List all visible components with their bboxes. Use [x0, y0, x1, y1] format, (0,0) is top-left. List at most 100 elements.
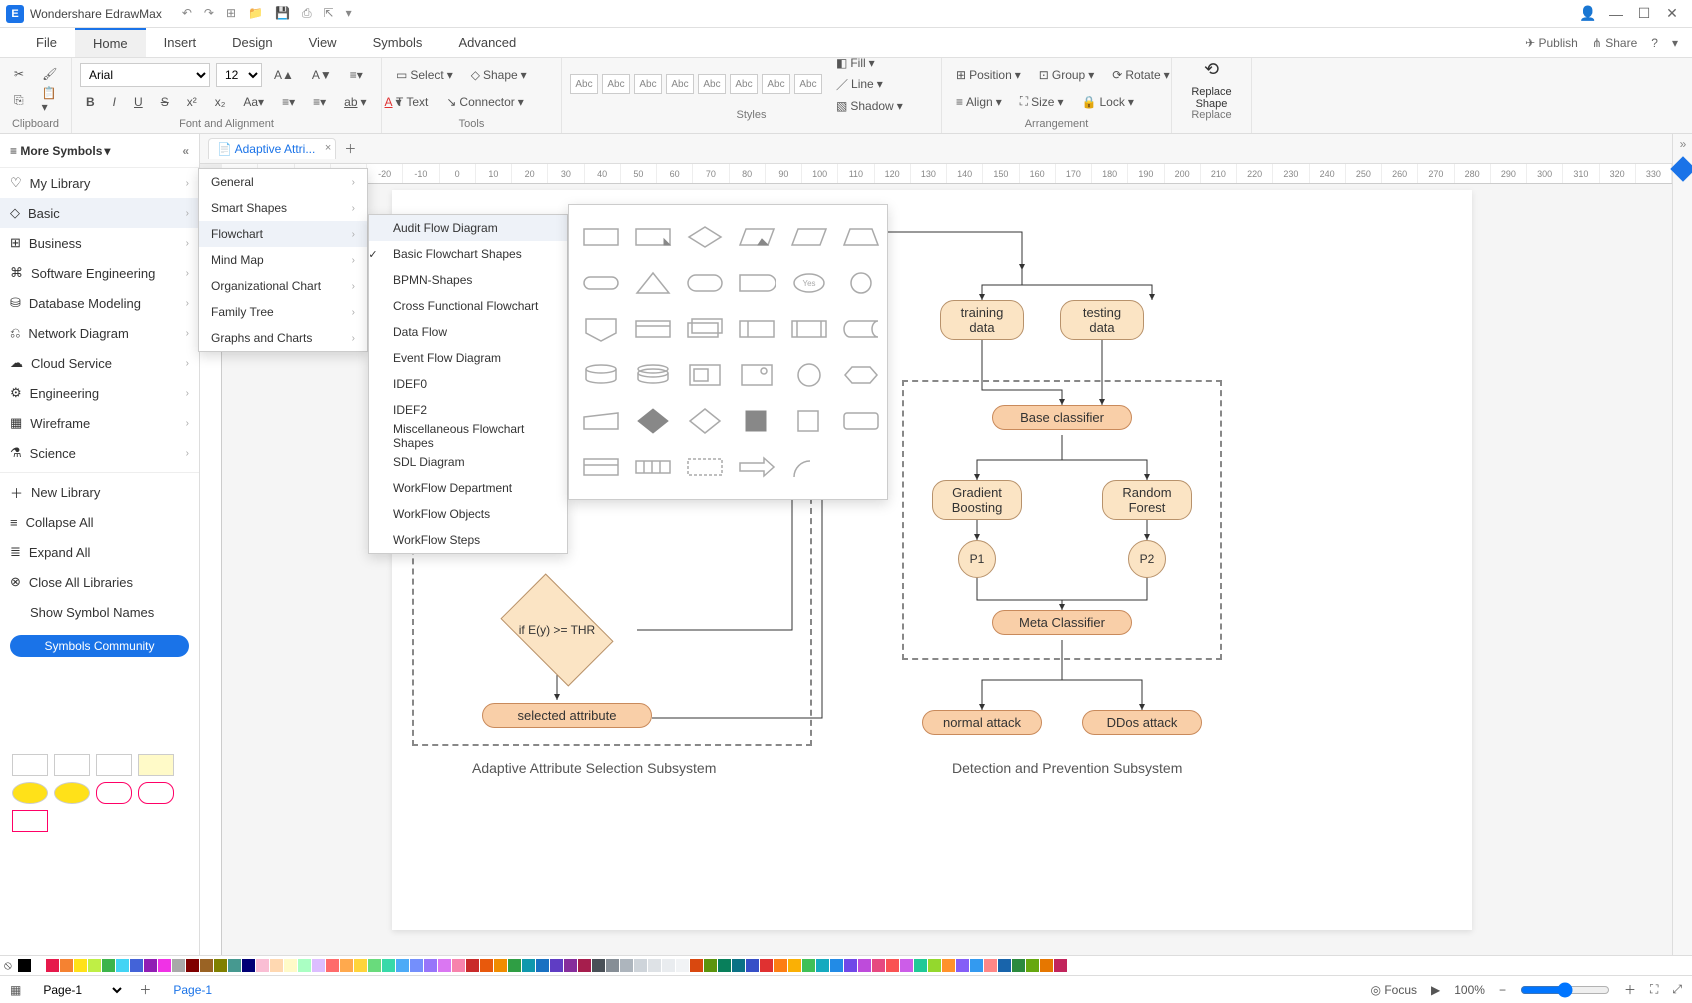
- color-swatch[interactable]: [494, 959, 507, 972]
- lib-science[interactable]: ⚗Science›: [0, 438, 199, 468]
- color-swatch[interactable]: [18, 959, 31, 972]
- color-swatch[interactable]: [200, 959, 213, 972]
- group-button[interactable]: ⊡ Group▾: [1033, 66, 1100, 84]
- text-tool[interactable]: T Text: [390, 93, 434, 111]
- minimize-icon[interactable]: —: [1602, 6, 1630, 22]
- color-swatch[interactable]: [1026, 959, 1039, 972]
- lib-my-library[interactable]: ♡My Library›: [0, 168, 199, 198]
- color-swatch[interactable]: [242, 959, 255, 972]
- menu-view[interactable]: View: [291, 28, 355, 57]
- color-swatch[interactable]: [886, 959, 899, 972]
- fly-familytree[interactable]: Family Tree›: [199, 299, 367, 325]
- shape-disk[interactable]: [631, 357, 675, 393]
- shape-database[interactable]: [579, 357, 623, 393]
- style-preset-3[interactable]: Abc: [634, 74, 662, 94]
- node-selected[interactable]: selected attribute: [482, 703, 652, 728]
- node-base[interactable]: Base classifier: [992, 405, 1132, 430]
- color-swatch[interactable]: [340, 959, 353, 972]
- color-swatch[interactable]: [718, 959, 731, 972]
- size-button[interactable]: ⛶ Size▾: [1014, 92, 1070, 111]
- line-spacing-icon[interactable]: ≡▾: [276, 93, 301, 111]
- user-avatar-icon[interactable]: 👤: [1574, 5, 1602, 22]
- style-preset-5[interactable]: Abc: [698, 74, 726, 94]
- thumb-3[interactable]: [96, 754, 132, 776]
- shape-predefined[interactable]: [787, 311, 831, 347]
- font-size-select[interactable]: 12: [216, 63, 262, 87]
- lib-basic[interactable]: ◇Basic›: [0, 198, 199, 228]
- fly2-wfdept[interactable]: WorkFlow Department: [369, 475, 567, 501]
- highlight-icon[interactable]: ab▾: [338, 93, 372, 111]
- shape-rect-corner[interactable]: [631, 219, 675, 255]
- menu-advanced[interactable]: Advanced: [440, 28, 534, 57]
- fly-general[interactable]: General›: [199, 169, 367, 195]
- doc-tab-active[interactable]: 📄 Adaptive Attri... ×: [208, 138, 336, 159]
- shape-offpage[interactable]: [579, 311, 623, 347]
- expand-right-icon[interactable]: »: [1673, 134, 1692, 154]
- italic-icon[interactable]: I: [107, 93, 122, 111]
- style-preset-2[interactable]: Abc: [602, 74, 630, 94]
- fly2-idef0[interactable]: IDEF0: [369, 371, 567, 397]
- shape-parallelogram-arrow[interactable]: [735, 219, 779, 255]
- align-button[interactable]: ≡ Align▾: [950, 93, 1008, 111]
- symbols-panel-header[interactable]: ≡ More Symbols ▾ «: [0, 134, 199, 168]
- shape-manual[interactable]: [579, 403, 623, 439]
- color-swatch[interactable]: [186, 959, 199, 972]
- shape-manual-input[interactable]: [735, 357, 779, 393]
- export-icon[interactable]: ⇱: [324, 6, 334, 21]
- color-swatch[interactable]: [1054, 959, 1067, 972]
- lib-engineering[interactable]: ⚙Engineering›: [0, 378, 199, 408]
- shape-arrow[interactable]: [735, 449, 779, 485]
- lib-wireframe[interactable]: ▦Wireframe›: [0, 408, 199, 438]
- node-decision[interactable]: if E(y) >= THR: [497, 590, 617, 670]
- color-swatch[interactable]: [816, 959, 829, 972]
- color-swatch[interactable]: [1012, 959, 1025, 972]
- redo-icon[interactable]: ↷: [204, 6, 214, 21]
- node-ddos[interactable]: DDos attack: [1082, 710, 1202, 735]
- shape-header-rect[interactable]: [579, 449, 623, 485]
- color-swatch[interactable]: [46, 959, 59, 972]
- align-text-icon[interactable]: ≡▾: [344, 66, 369, 84]
- thumb-9[interactable]: [12, 810, 48, 832]
- qat-more-icon[interactable]: ▾: [346, 6, 352, 21]
- fly2-sdl[interactable]: SDL Diagram: [369, 449, 567, 475]
- shape-triangle[interactable]: [631, 265, 675, 301]
- position-button[interactable]: ⊞ Position▾: [950, 66, 1027, 84]
- symbols-community-button[interactable]: Symbols Community: [10, 635, 189, 657]
- help-icon[interactable]: ?: [1651, 36, 1658, 50]
- fly-graphs[interactable]: Graphs and Charts›: [199, 325, 367, 351]
- case-icon[interactable]: Aa▾: [237, 93, 270, 111]
- copy-icon[interactable]: ⎘: [8, 91, 30, 110]
- node-p1[interactable]: P1: [958, 540, 996, 578]
- color-swatch[interactable]: [298, 959, 311, 972]
- color-swatch[interactable]: [592, 959, 605, 972]
- color-swatch[interactable]: [256, 959, 269, 972]
- color-swatch[interactable]: [102, 959, 115, 972]
- color-swatch[interactable]: [508, 959, 521, 972]
- color-swatch[interactable]: [970, 959, 983, 972]
- close-window-icon[interactable]: ✕: [1658, 5, 1686, 22]
- connector-tool[interactable]: ↘ Connector ▾: [440, 93, 529, 111]
- node-gb[interactable]: Gradient Boosting: [932, 480, 1022, 520]
- color-swatch[interactable]: [942, 959, 955, 972]
- color-swatch[interactable]: [746, 959, 759, 972]
- new-tab-icon[interactable]: ＋: [344, 140, 356, 157]
- node-testing[interactable]: testing data: [1060, 300, 1144, 340]
- maximize-icon[interactable]: ☐: [1630, 5, 1658, 22]
- thumb-8[interactable]: [138, 782, 174, 804]
- collapse-panel-icon[interactable]: «: [182, 144, 189, 158]
- presentation-icon[interactable]: ▶: [1431, 983, 1440, 997]
- close-tab-icon[interactable]: ×: [325, 142, 331, 154]
- menu-home[interactable]: Home: [75, 28, 146, 57]
- color-swatch[interactable]: [130, 959, 143, 972]
- color-swatch[interactable]: [858, 959, 871, 972]
- fly2-misc[interactable]: Miscellaneous Flowchart Shapes: [369, 423, 567, 449]
- thumb-7[interactable]: [96, 782, 132, 804]
- page-tab[interactable]: Page-1: [165, 981, 220, 999]
- line-button[interactable]: ／ Line ▾: [830, 74, 909, 95]
- color-swatch[interactable]: [74, 959, 87, 972]
- shape-tool[interactable]: ◇ Shape ▾: [465, 66, 533, 84]
- color-swatch[interactable]: [550, 959, 563, 972]
- shape-parallelogram[interactable]: [787, 219, 831, 255]
- publish-button[interactable]: ✈ Publish: [1525, 36, 1578, 50]
- color-swatch[interactable]: [914, 959, 927, 972]
